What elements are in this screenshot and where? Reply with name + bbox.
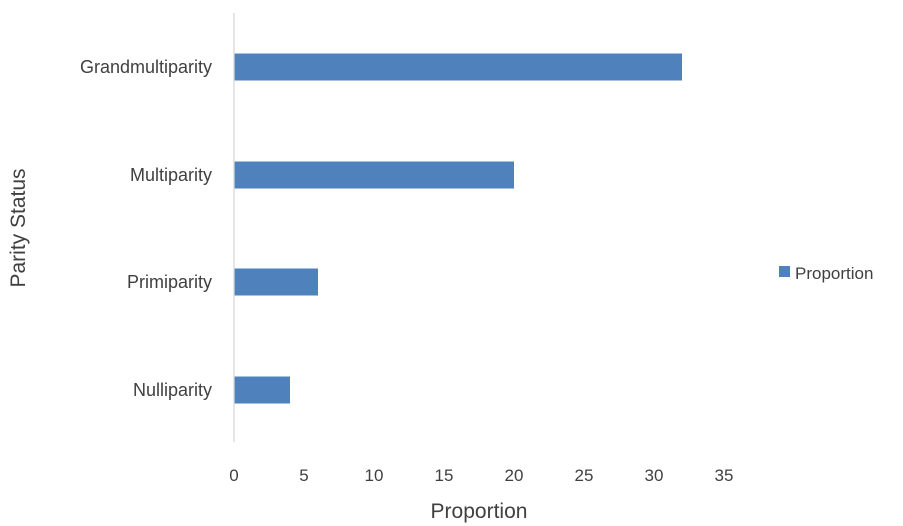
category-labels: Nulliparity Primiparity Multiparity Grandmu… — [80, 57, 212, 400]
legend-swatch — [779, 266, 790, 277]
x-tick-label-0: 0 — [229, 466, 238, 485]
x-tick-labels: 0 5 10 15 20 25 30 35 — [229, 466, 733, 485]
legend: Proportion — [779, 264, 873, 283]
x-tick-label-30: 30 — [645, 466, 664, 485]
x-tick-label-15: 15 — [435, 466, 454, 485]
category-label-primiparity: Primiparity — [127, 272, 212, 292]
x-tick-label-20: 20 — [505, 466, 524, 485]
legend-label: Proportion — [795, 264, 873, 283]
category-label-multiparity: Multiparity — [130, 165, 212, 185]
bar-nulliparity — [234, 376, 290, 404]
bar-grandmultiparity — [234, 53, 682, 81]
x-tick-label-25: 25 — [575, 466, 594, 485]
bar-multiparity — [234, 161, 514, 189]
x-tick-label-10: 10 — [365, 466, 384, 485]
category-label-nulliparity: Nulliparity — [133, 380, 212, 400]
x-tick-label-5: 5 — [299, 466, 308, 485]
category-label-grandmultiparity: Grandmultiparity — [80, 57, 212, 77]
bars-group — [234, 53, 682, 404]
y-axis-title: Parity Status — [7, 168, 30, 287]
bar-primiparity — [234, 268, 318, 296]
x-axis-title: Proportion — [431, 500, 528, 523]
x-tick-label-35: 35 — [715, 466, 734, 485]
